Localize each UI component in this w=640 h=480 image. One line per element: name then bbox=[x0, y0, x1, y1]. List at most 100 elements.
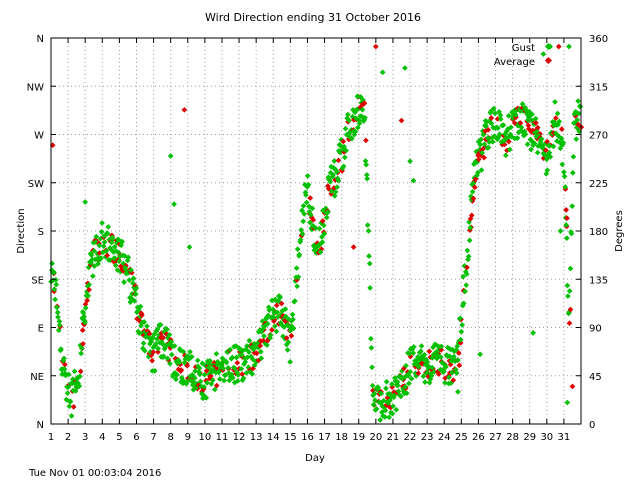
left-tick-label: SW bbox=[28, 179, 44, 190]
outlier-point bbox=[455, 389, 461, 395]
x-tick-label: 16 bbox=[301, 432, 314, 443]
gust-point bbox=[383, 385, 389, 392]
gust-point bbox=[363, 172, 370, 178]
x-tick-label: 1 bbox=[48, 432, 54, 443]
gust-point bbox=[528, 146, 534, 153]
gust-point bbox=[460, 273, 466, 280]
gust-point bbox=[304, 173, 311, 179]
gust-point bbox=[561, 169, 567, 175]
gust-point bbox=[342, 125, 349, 132]
x-tick-label: 31 bbox=[558, 432, 571, 443]
gust-point bbox=[506, 146, 513, 153]
gust-point bbox=[238, 365, 245, 372]
gust-point bbox=[546, 143, 553, 149]
gust-point bbox=[442, 379, 448, 386]
gust-point bbox=[522, 131, 529, 138]
gust-point bbox=[410, 344, 417, 350]
gust-point bbox=[303, 192, 309, 198]
average-point bbox=[139, 312, 145, 319]
gust-point bbox=[334, 184, 340, 190]
average-point bbox=[146, 331, 153, 337]
gust-point bbox=[80, 309, 87, 316]
average-point bbox=[319, 218, 326, 224]
gust-point bbox=[563, 222, 569, 228]
outlier-point bbox=[379, 69, 386, 76]
gust-point bbox=[422, 379, 428, 385]
average-point bbox=[79, 327, 86, 334]
average-point bbox=[456, 362, 463, 369]
gust-point bbox=[508, 124, 514, 131]
gust-point bbox=[333, 169, 340, 175]
gust-point bbox=[223, 359, 230, 366]
gust-point bbox=[403, 390, 410, 396]
gust-point bbox=[519, 101, 526, 107]
gust-point bbox=[164, 355, 171, 362]
gust-point bbox=[101, 239, 108, 245]
gust-point bbox=[212, 386, 218, 393]
x-tick-label: 26 bbox=[472, 432, 485, 443]
average-point bbox=[563, 207, 569, 213]
outlier-point bbox=[398, 117, 405, 124]
gust-point bbox=[119, 238, 126, 245]
average-point bbox=[566, 320, 573, 327]
gust-point bbox=[371, 390, 378, 397]
gust-point bbox=[64, 390, 71, 396]
x-tick-label: 5 bbox=[116, 432, 122, 443]
gust-point bbox=[194, 357, 201, 364]
average-point bbox=[511, 120, 518, 126]
gust-point bbox=[300, 203, 307, 209]
gust-point bbox=[370, 401, 377, 408]
gust-point bbox=[565, 293, 571, 299]
left-tick-label: NW bbox=[27, 82, 44, 93]
average-point bbox=[278, 300, 285, 307]
gust-point bbox=[207, 358, 213, 364]
gust-point bbox=[317, 249, 324, 255]
gust-point bbox=[133, 285, 140, 291]
x-tick-label: 12 bbox=[233, 432, 246, 443]
average-point bbox=[207, 373, 214, 379]
gust-point bbox=[112, 262, 119, 269]
x-tick-label: 19 bbox=[352, 432, 365, 443]
average-point bbox=[438, 346, 445, 353]
gust-point bbox=[463, 282, 470, 288]
left-tick-label: N bbox=[37, 34, 44, 45]
gust-point bbox=[577, 103, 584, 110]
gust-point bbox=[96, 242, 103, 249]
gust-point bbox=[453, 370, 460, 376]
gust-point bbox=[307, 219, 313, 226]
gust-point bbox=[349, 135, 355, 142]
gust-point bbox=[49, 260, 55, 267]
outlier-point bbox=[555, 43, 562, 50]
gust-point bbox=[365, 228, 372, 234]
gust-point bbox=[166, 331, 173, 338]
x-tick-label: 15 bbox=[284, 432, 297, 443]
average-point bbox=[361, 100, 368, 107]
gust-point bbox=[570, 170, 576, 176]
gust-point bbox=[192, 368, 199, 374]
average-point bbox=[84, 297, 91, 304]
average-point bbox=[178, 367, 185, 373]
gust-point bbox=[203, 394, 210, 401]
gust-point bbox=[93, 233, 100, 240]
gust-point bbox=[457, 336, 464, 343]
gust-point bbox=[443, 363, 449, 370]
gust-point bbox=[518, 124, 525, 131]
gust-point bbox=[261, 333, 267, 339]
gust-point bbox=[564, 282, 571, 289]
average-point bbox=[335, 157, 342, 164]
right-tick-label: 135 bbox=[589, 275, 608, 286]
x-tick-label: 29 bbox=[523, 432, 536, 443]
gust-point bbox=[382, 414, 388, 420]
gust-point bbox=[277, 294, 283, 301]
average-point bbox=[155, 349, 161, 355]
average-point bbox=[494, 116, 501, 122]
gust-point bbox=[271, 309, 277, 316]
gust-point bbox=[82, 319, 88, 326]
average-point bbox=[468, 212, 475, 219]
legend-label-gust: Gust bbox=[512, 43, 535, 54]
average-point bbox=[415, 370, 422, 377]
gust-point bbox=[538, 136, 545, 142]
gust-point bbox=[116, 258, 122, 265]
gust-point bbox=[176, 359, 183, 366]
